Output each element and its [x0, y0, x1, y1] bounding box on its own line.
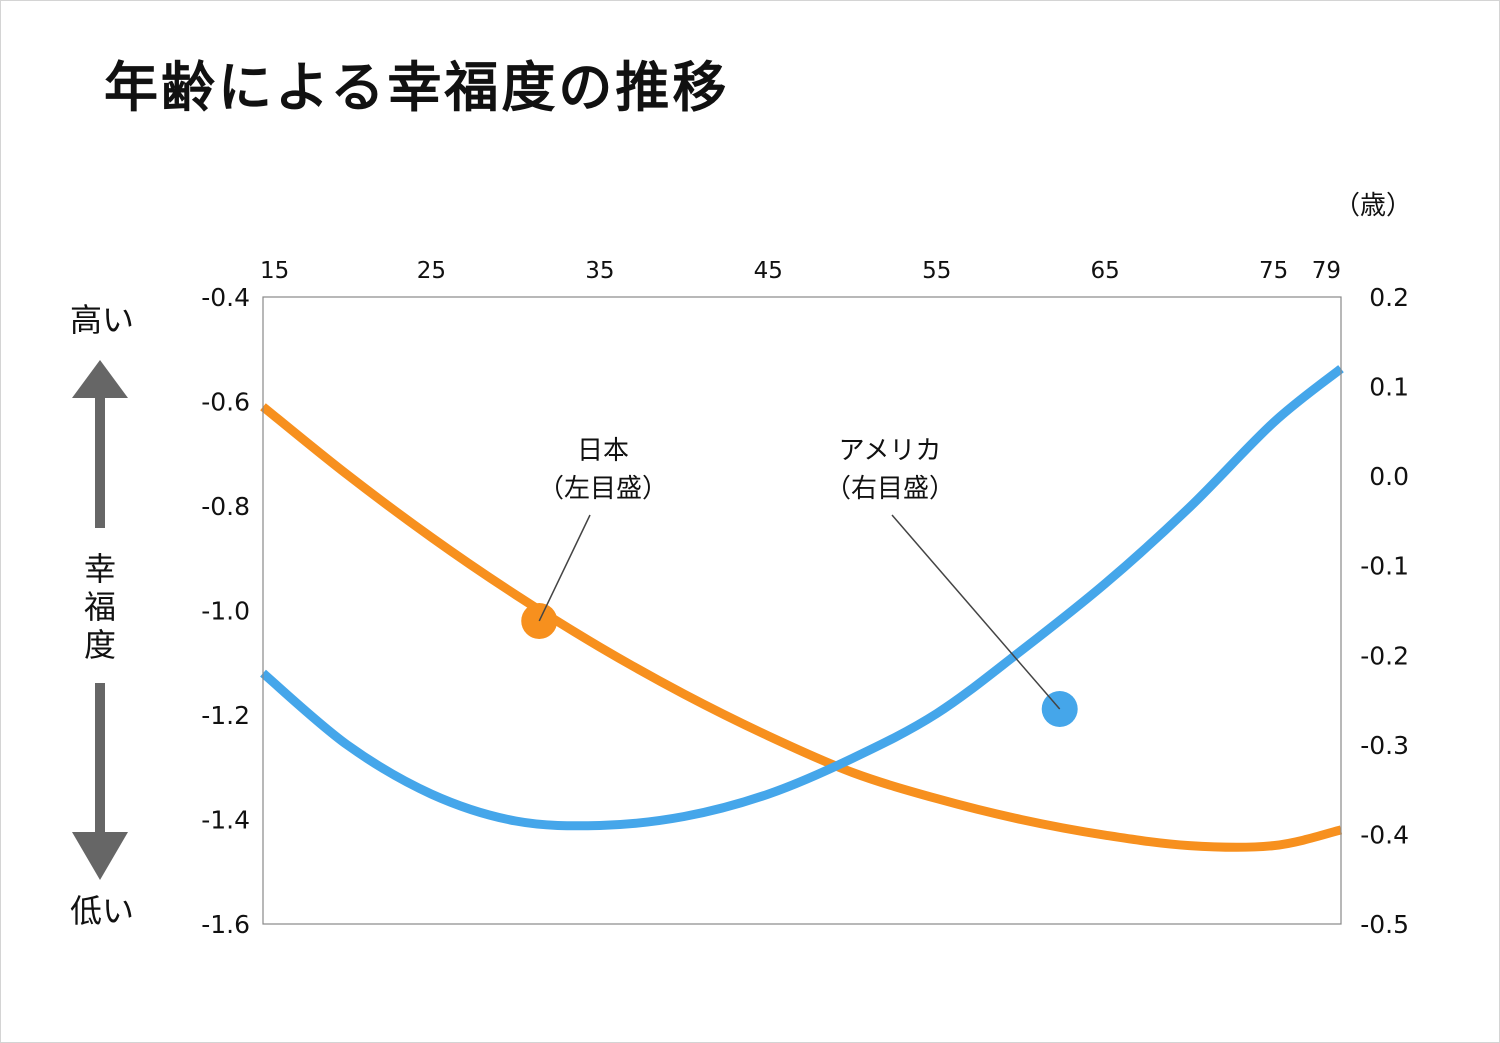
left-y-tick-label: -1.0: [201, 597, 250, 626]
japan-series-line: [260, 403, 1343, 852]
usa-series-line: [260, 365, 1344, 831]
left-y-tick-label: -0.6: [201, 388, 250, 417]
left-y-tick-label: -1.2: [201, 701, 250, 730]
x-tick-label: 25: [417, 258, 446, 284]
right-y-tick-label: -0.1: [1360, 552, 1409, 581]
happiness-label-char: 度: [84, 626, 116, 664]
x-tick-label: 55: [922, 258, 951, 284]
low-label: 低い: [70, 892, 134, 930]
high-label: 高い: [70, 301, 134, 339]
arrow-up-shaft: [95, 396, 105, 528]
right-y-tick-label: 0.0: [1369, 462, 1409, 491]
x-tick-label: 35: [585, 258, 614, 284]
arrow-down-icon: [72, 832, 128, 880]
right-y-tick-label: -0.2: [1360, 641, 1409, 670]
japan-callout-line: [538, 514, 591, 622]
happiness-label-char: 幸: [84, 550, 116, 588]
right-y-tick-label: -0.3: [1360, 731, 1409, 760]
happiness-label-char: 福: [84, 588, 116, 626]
usa-callout-line: [891, 514, 1061, 710]
usa-series-label: アメリカ: [839, 436, 942, 466]
left-y-tick-label: -1.6: [201, 910, 250, 939]
left-y-tick-label: -0.4: [201, 283, 250, 312]
left-y-tick-label: -0.8: [201, 492, 250, 521]
x-tick-label: 75: [1259, 258, 1288, 284]
arrow-down-shaft: [95, 683, 105, 833]
x-tick-label: 65: [1091, 258, 1120, 284]
chart-title: 年齢による幸福度の推移: [104, 56, 730, 119]
left-y-tick-label: -1.4: [201, 806, 250, 835]
x-tick-label: 79: [1312, 258, 1341, 284]
right-y-tick-label: -0.4: [1360, 820, 1409, 849]
right-y-tick-label: 0.1: [1369, 373, 1409, 402]
japan-series-label: 日本: [577, 436, 629, 466]
japan-axis-note: （左目盛）: [538, 474, 668, 504]
plot-area-border: [262, 296, 1342, 925]
right-y-tick-label: 0.2: [1369, 283, 1409, 312]
x-tick-label: 45: [754, 258, 783, 284]
x-tick-label: 15: [260, 258, 289, 284]
arrow-up-icon: [72, 360, 128, 398]
right-y-tick-label: -0.5: [1360, 910, 1409, 939]
x-unit-label: （歳）: [1334, 191, 1412, 221]
usa-axis-note: （右目盛）: [825, 474, 955, 504]
